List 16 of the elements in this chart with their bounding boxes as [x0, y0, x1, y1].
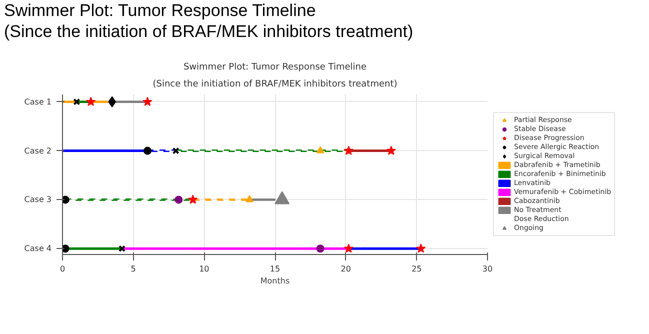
x-tick-label: 5 — [130, 264, 136, 274]
x-tick-label: 0 — [60, 264, 66, 274]
x-tick-label: 10 — [199, 264, 210, 274]
x-axis-title: Months — [260, 276, 290, 286]
y-tick-label: Case 1 — [24, 97, 52, 106]
x-tick-label: 25 — [412, 264, 422, 274]
chart-title: Swimmer Plot: Tumor Response Timeline — [4, 1, 316, 20]
y-tick-label: Case 2 — [24, 146, 52, 156]
y-tick-label: Case 3 — [24, 195, 52, 204]
chart-title: Swimmer Plot: Tumor Response Timeline — [183, 62, 368, 72]
y-tick-label: Case 4 — [24, 244, 52, 254]
text: (Since the initiation of BRAF/MEK inhibitors treatment) — [4, 22, 414, 41]
x-tick-label: 15 — [270, 264, 280, 274]
x-tick-label: 30 — [482, 264, 493, 274]
chart-subtitle: (Since the initiation of BRAF/MEK inhibitors treatment) — [152, 80, 398, 90]
x-tick-label: 20 — [340, 264, 351, 274]
